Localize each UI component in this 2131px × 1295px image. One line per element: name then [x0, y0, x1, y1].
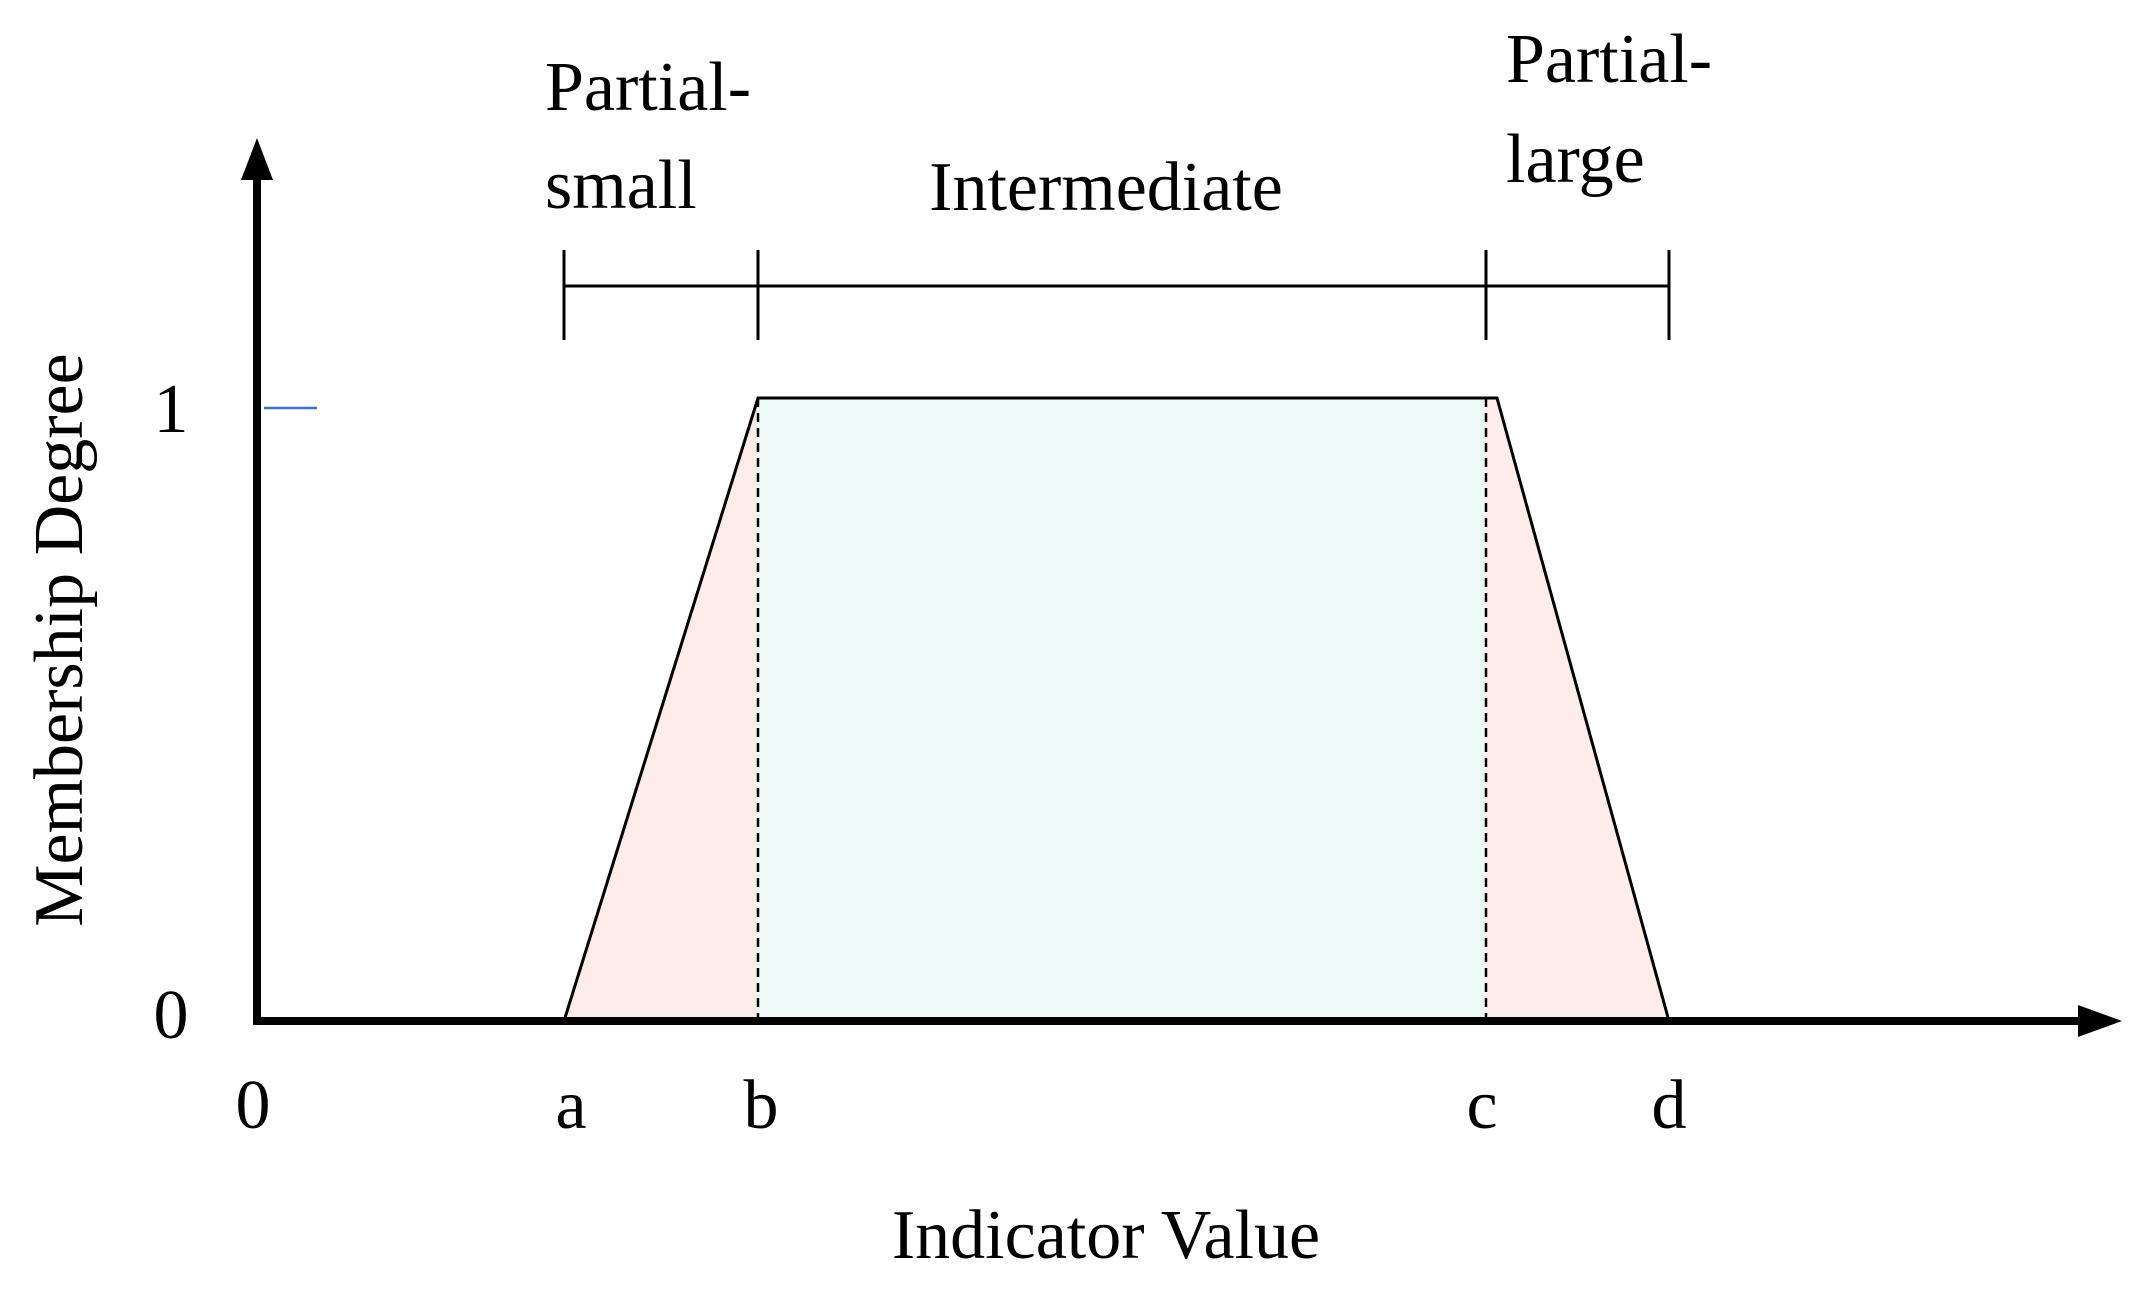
y-tick-label: 1 [154, 371, 189, 448]
y-tick-label: 0 [154, 977, 189, 1054]
y-axis-arrow [241, 138, 273, 180]
x-tick-label: b [744, 1067, 779, 1144]
region-label: Partial- [1506, 21, 1712, 98]
region-label: Intermediate [929, 149, 1283, 226]
x-tick-label: d [1652, 1067, 1687, 1144]
y-axis-title: Membership Degree [21, 353, 98, 926]
x-tick-label: c [1466, 1067, 1497, 1144]
region-label: small [545, 147, 697, 224]
region-label: large [1506, 121, 1645, 198]
x-tick-label: 0 [236, 1067, 271, 1144]
x-tick-label: a [555, 1067, 586, 1144]
intermediate-area [758, 398, 1486, 1021]
partial-large-area [1486, 398, 1669, 1021]
x-axis-arrow [2078, 1005, 2122, 1037]
membership-function [562, 396, 1671, 1022]
region-label: Partial- [545, 49, 751, 126]
x-axis-title: Indicator Value [892, 1197, 1320, 1274]
